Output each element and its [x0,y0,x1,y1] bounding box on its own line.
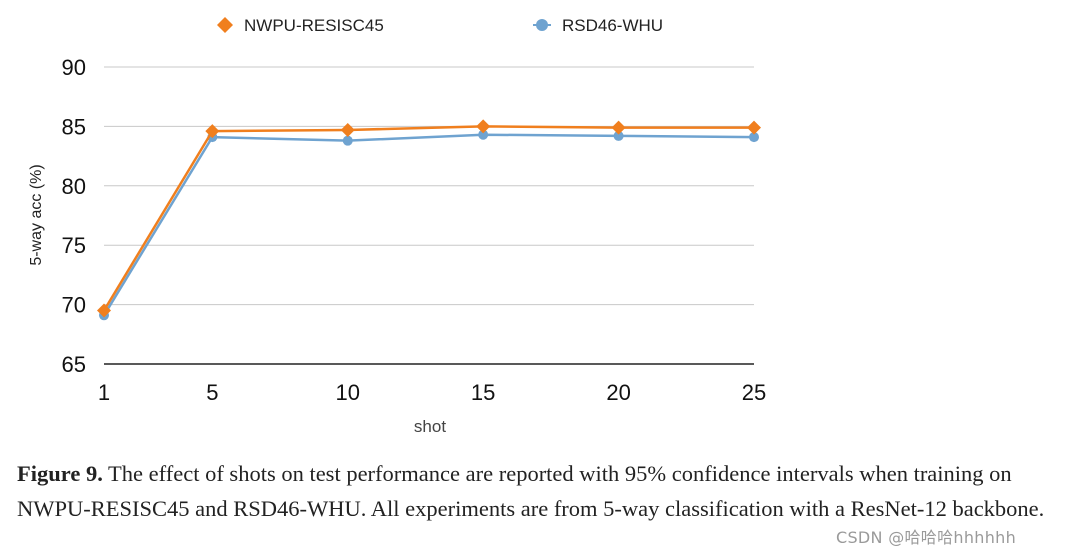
x-tick-label: 10 [336,380,360,405]
data-point-nwpu [205,124,220,139]
data-point-rsd [342,135,353,146]
caption-label: Figure 9. [17,461,103,486]
legend-diamond-marker [217,17,233,33]
y-axis-ticks: 65 70 75 80 85 90 [62,55,86,377]
x-tick-label: 20 [606,380,630,405]
series-layer [97,119,761,321]
legend-item-rsd: RSD46-WHU [533,16,663,35]
legend-label-rsd: RSD46-WHU [562,16,663,35]
x-axis-ticks: 1 5 10 15 20 25 [98,380,766,405]
data-point-nwpu [97,303,111,318]
data-point-nwpu [340,122,355,137]
legend-label-nwpu: NWPU-RESISC45 [244,16,384,35]
y-tick-label: 80 [62,174,86,199]
y-tick-label: 70 [62,293,86,318]
y-tick-label: 65 [62,352,86,377]
data-point-rsd [749,132,759,143]
legend-circle-marker [536,19,548,31]
series-line-nwpu [102,125,754,312]
x-tick-label: 5 [206,380,218,405]
caption-text: The effect of shots on test performance … [17,461,1045,521]
gridlines [104,66,754,365]
csdn-watermark: CSDN @哈哈哈hhhhhh [836,528,1017,547]
x-tick-label: 15 [471,380,495,405]
x-axis-label: shot [414,417,446,436]
x-tick-label: 1 [98,380,110,405]
data-point-nwpu [611,120,626,135]
data-point-nwpu [476,119,491,134]
data-point-rsd [478,129,489,140]
legend: NWPU-RESISC45 RSD46-WHU [217,16,663,35]
y-axis-label: 5-way acc (%) [28,164,45,265]
series-line-rsd [102,133,755,316]
x-tick-label: 25 [742,380,766,405]
y-tick-label: 85 [62,114,86,139]
data-point-rsd [613,130,624,141]
legend-item-nwpu: NWPU-RESISC45 [217,16,384,35]
y-tick-label: 90 [62,55,86,80]
figure-caption: Figure 9. The effect of shots on test pe… [17,456,1062,526]
y-tick-label: 75 [62,233,86,258]
data-point-nwpu [747,120,761,135]
